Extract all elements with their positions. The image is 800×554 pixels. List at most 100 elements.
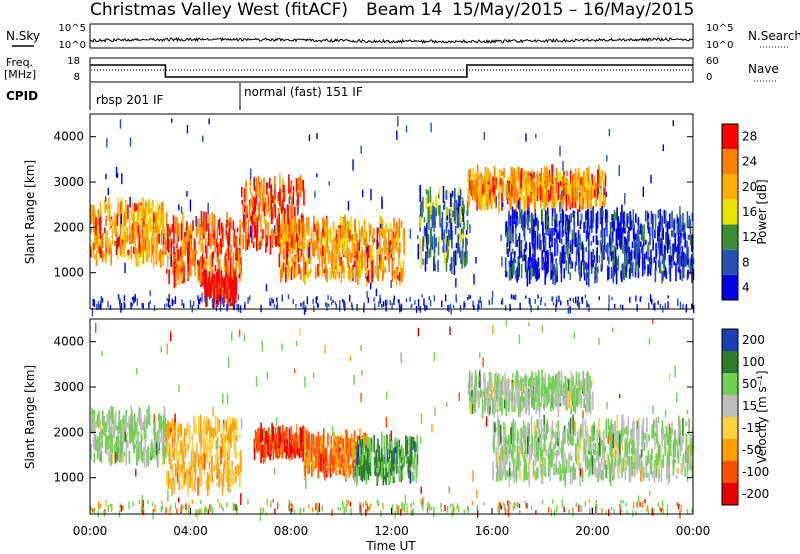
- echo-cell: [442, 185, 445, 203]
- echo-cell: [491, 297, 493, 305]
- echo-cell: [310, 445, 313, 463]
- echo-cell: [512, 182, 514, 189]
- echo-cell: [282, 240, 284, 249]
- echo-cell: [554, 219, 556, 232]
- echo-cell: [595, 182, 597, 193]
- echo-cell: [233, 271, 236, 289]
- echo-cell: [527, 183, 529, 199]
- echo-cell: [178, 255, 181, 268]
- echo-cell: [98, 217, 101, 234]
- echo-cell: [495, 195, 498, 207]
- echo-cell: [473, 400, 476, 413]
- echo-cell: [650, 249, 652, 260]
- echo-cell: [261, 192, 264, 212]
- echo-cell: [216, 444, 218, 457]
- echo-cell: [558, 387, 561, 401]
- echo-cell: [218, 419, 221, 432]
- echo-cell: [516, 239, 519, 247]
- echo-cell: [537, 177, 539, 195]
- echo-cell: [599, 188, 602, 208]
- echo-cell: [663, 209, 666, 224]
- echo-cell: [236, 247, 239, 262]
- echo-cell: [290, 208, 292, 217]
- echo-cell: [140, 440, 143, 456]
- echo-cell: [645, 239, 647, 245]
- echo-cell: [219, 462, 221, 468]
- echo-cell: [503, 168, 505, 179]
- echo-cell: [646, 425, 648, 432]
- echo-cell: [538, 397, 540, 405]
- echo-cell: [462, 237, 464, 248]
- echo-cell: [590, 191, 593, 210]
- echo-cell: [585, 300, 588, 308]
- echo-cell: [648, 302, 650, 310]
- echo-cell: [107, 415, 109, 425]
- echo-cell: [148, 302, 150, 309]
- echo-cell: [307, 469, 309, 475]
- echo-cell: [186, 422, 189, 432]
- echo-cell: [574, 261, 577, 272]
- echo-cell: [378, 238, 381, 255]
- echo-cell: [180, 223, 183, 241]
- echo-cell: [306, 464, 309, 472]
- echo-cell: [534, 213, 537, 225]
- echo-cell: [179, 246, 182, 260]
- echo-cell: [380, 458, 382, 472]
- echo-cell: [556, 449, 558, 457]
- echo-cell: [401, 444, 403, 458]
- echo-cell: [224, 252, 227, 267]
- echo-cell: [291, 201, 294, 220]
- echo-cell: [490, 182, 492, 188]
- echo-cell: [409, 296, 411, 302]
- echo-cell: [90, 228, 92, 234]
- echo-cell: [285, 445, 288, 459]
- echo-cell: [207, 258, 209, 266]
- echo-cell: [547, 220, 550, 227]
- echo-cell: [577, 229, 580, 242]
- echo-cell: [184, 442, 187, 459]
- echo-cell: [592, 391, 594, 411]
- echo-cell: [200, 210, 203, 227]
- echo-cell: [575, 193, 578, 210]
- echo-cell: [165, 268, 168, 274]
- echo-cell: [423, 217, 426, 223]
- echo-cell: [286, 430, 288, 444]
- echo-cell: [617, 459, 620, 466]
- echo-cell: [351, 240, 354, 260]
- echo-cell: [611, 219, 614, 229]
- echo-cell: [637, 219, 640, 225]
- echo-cell: [536, 235, 539, 248]
- echo-cell: [165, 423, 168, 444]
- echo-cell: [203, 234, 205, 239]
- echo-cell: [144, 224, 147, 239]
- echo-cell: [171, 433, 174, 441]
- echo-cell: [641, 244, 643, 254]
- echo-region: [492, 414, 695, 487]
- echo-cell: [165, 212, 168, 229]
- echo-cell: [311, 445, 314, 464]
- echo-cell: [383, 229, 386, 244]
- echo-cell: [574, 233, 576, 247]
- echo-cell: [511, 206, 514, 227]
- echo-cell: [230, 423, 233, 436]
- echo-cell: [560, 260, 563, 274]
- echo-cell: [254, 429, 257, 443]
- echo-cell: [258, 438, 261, 452]
- echo-cell: [520, 263, 523, 279]
- echo-cell: [525, 382, 528, 402]
- echo-cell: [297, 181, 300, 191]
- echo-cell: [579, 220, 582, 230]
- echo-cell: [356, 233, 358, 252]
- echo-cell: [219, 295, 221, 299]
- echo-cell: [235, 472, 238, 481]
- echo-cell: [325, 266, 328, 274]
- echo-cell: [235, 253, 237, 261]
- echo-cell: [531, 257, 533, 269]
- echo-cell: [156, 449, 159, 468]
- echo-cell: [221, 287, 224, 298]
- echo-cell: [115, 215, 117, 234]
- echo-cell: [366, 291, 368, 299]
- echo-cell: [506, 198, 509, 205]
- echo-cell: [657, 441, 660, 454]
- echo-cell: [153, 230, 155, 251]
